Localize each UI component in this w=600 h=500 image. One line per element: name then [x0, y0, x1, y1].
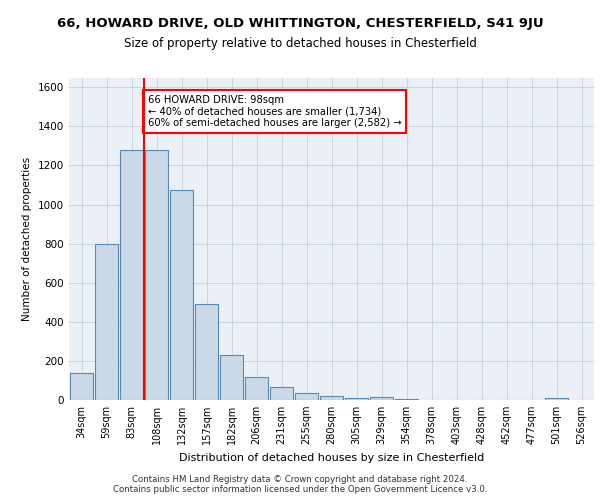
Bar	[395, 399, 418, 400]
Bar	[370, 397, 393, 400]
Text: 66 HOWARD DRIVE: 98sqm
← 40% of detached houses are smaller (1,734)
60% of semi-: 66 HOWARD DRIVE: 98sqm ← 40% of detached…	[148, 95, 401, 128]
Bar	[245, 376, 268, 400]
Bar	[220, 355, 243, 400]
Bar	[95, 244, 118, 400]
Text: Contains HM Land Registry data © Crown copyright and database right 2024.
Contai: Contains HM Land Registry data © Crown c…	[113, 474, 487, 494]
Bar	[145, 150, 168, 400]
Bar	[195, 304, 218, 400]
Bar	[120, 150, 143, 400]
Text: Size of property relative to detached houses in Chesterfield: Size of property relative to detached ho…	[124, 38, 476, 51]
Text: 66, HOWARD DRIVE, OLD WHITTINGTON, CHESTERFIELD, S41 9JU: 66, HOWARD DRIVE, OLD WHITTINGTON, CHEST…	[56, 18, 544, 30]
Y-axis label: Number of detached properties: Number of detached properties	[22, 156, 32, 321]
Bar	[170, 190, 193, 400]
Bar	[270, 388, 293, 400]
Bar	[545, 398, 568, 400]
X-axis label: Distribution of detached houses by size in Chesterfield: Distribution of detached houses by size …	[179, 452, 484, 462]
Bar	[70, 372, 93, 400]
Bar	[345, 398, 368, 400]
Bar	[320, 396, 343, 400]
Bar	[295, 393, 318, 400]
